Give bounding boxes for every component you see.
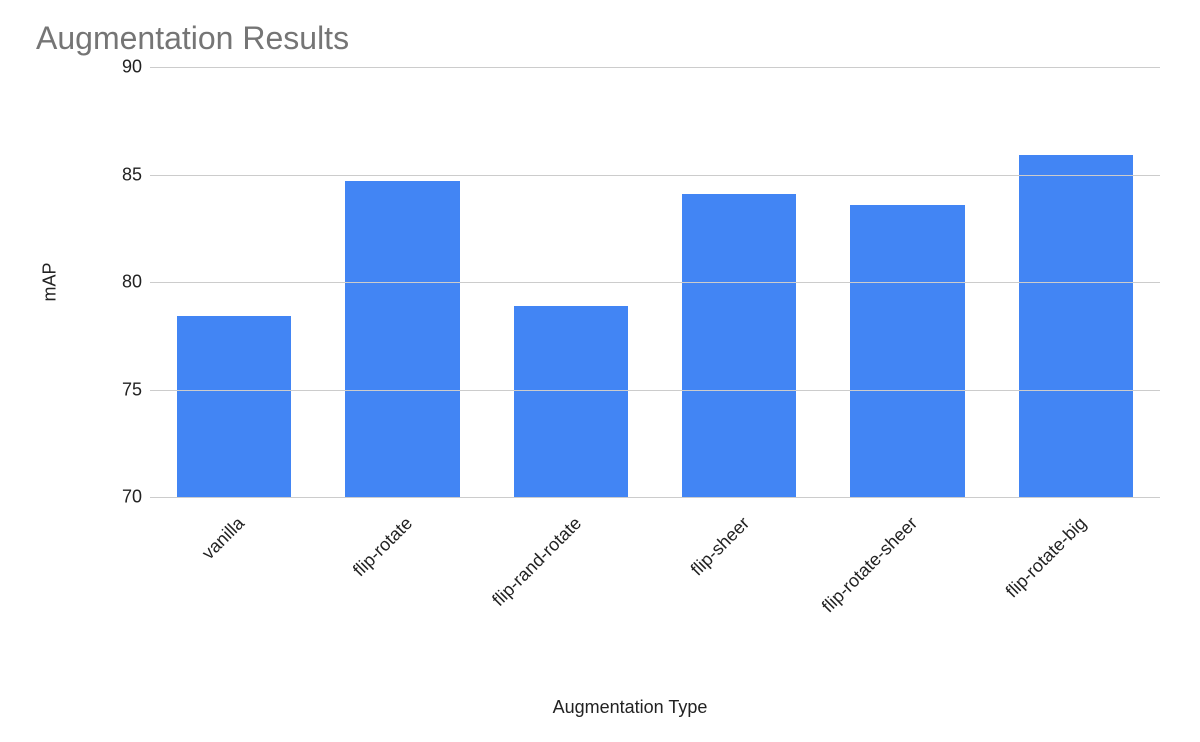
bar xyxy=(850,205,964,497)
x-label-slot: vanilla xyxy=(150,497,318,677)
y-tick-label: 75 xyxy=(122,379,142,400)
grid-line xyxy=(150,390,1160,391)
x-tick-label: flip-rotate xyxy=(349,513,417,581)
y-tick-label: 70 xyxy=(122,487,142,508)
plot-outer: mAP 7075808590 vanillaflip-rotateflip-ra… xyxy=(90,67,1170,497)
x-tick-label: flip-rand-rotate xyxy=(488,513,586,611)
x-tick-label: flip-rotate-sheer xyxy=(818,513,922,617)
x-label-slot: flip-rotate-big xyxy=(992,497,1160,677)
y-axis-ticks: 7075808590 xyxy=(90,67,150,497)
y-tick-label: 80 xyxy=(122,272,142,293)
bar xyxy=(177,316,291,497)
chart-container: Augmentation Results mAP 70 75 80 85 90 vani… xyxy=(0,0,1200,742)
bar xyxy=(345,181,459,497)
plot-area xyxy=(150,67,1160,497)
x-label-slot: flip-rand-rotate xyxy=(487,497,655,677)
grid-line xyxy=(150,175,1160,176)
x-tick-label: vanilla xyxy=(198,513,249,564)
y-tick-label: 90 xyxy=(122,57,142,78)
bar xyxy=(682,194,796,497)
bar xyxy=(514,306,628,497)
grid-line xyxy=(150,282,1160,283)
y-axis-title: mAP xyxy=(40,262,61,301)
bar xyxy=(1019,155,1133,497)
x-label-slot: flip-rotate xyxy=(318,497,486,677)
x-axis-title: Augmentation Type xyxy=(90,697,1170,718)
x-axis-labels: vanilla flip-rotate flip-rand-rotate flip-s… xyxy=(150,497,1160,677)
y-tick-label: 85 xyxy=(122,164,142,185)
x-tick-label: flip-sheer xyxy=(687,513,754,580)
chart-title: Augmentation Results xyxy=(36,20,1170,57)
grid-line xyxy=(150,67,1160,68)
x-label-slot: flip-sheer xyxy=(655,497,823,677)
x-label-slot: flip-rotate-sheer xyxy=(823,497,991,677)
x-tick-label: flip-rotate-big xyxy=(1002,513,1091,602)
